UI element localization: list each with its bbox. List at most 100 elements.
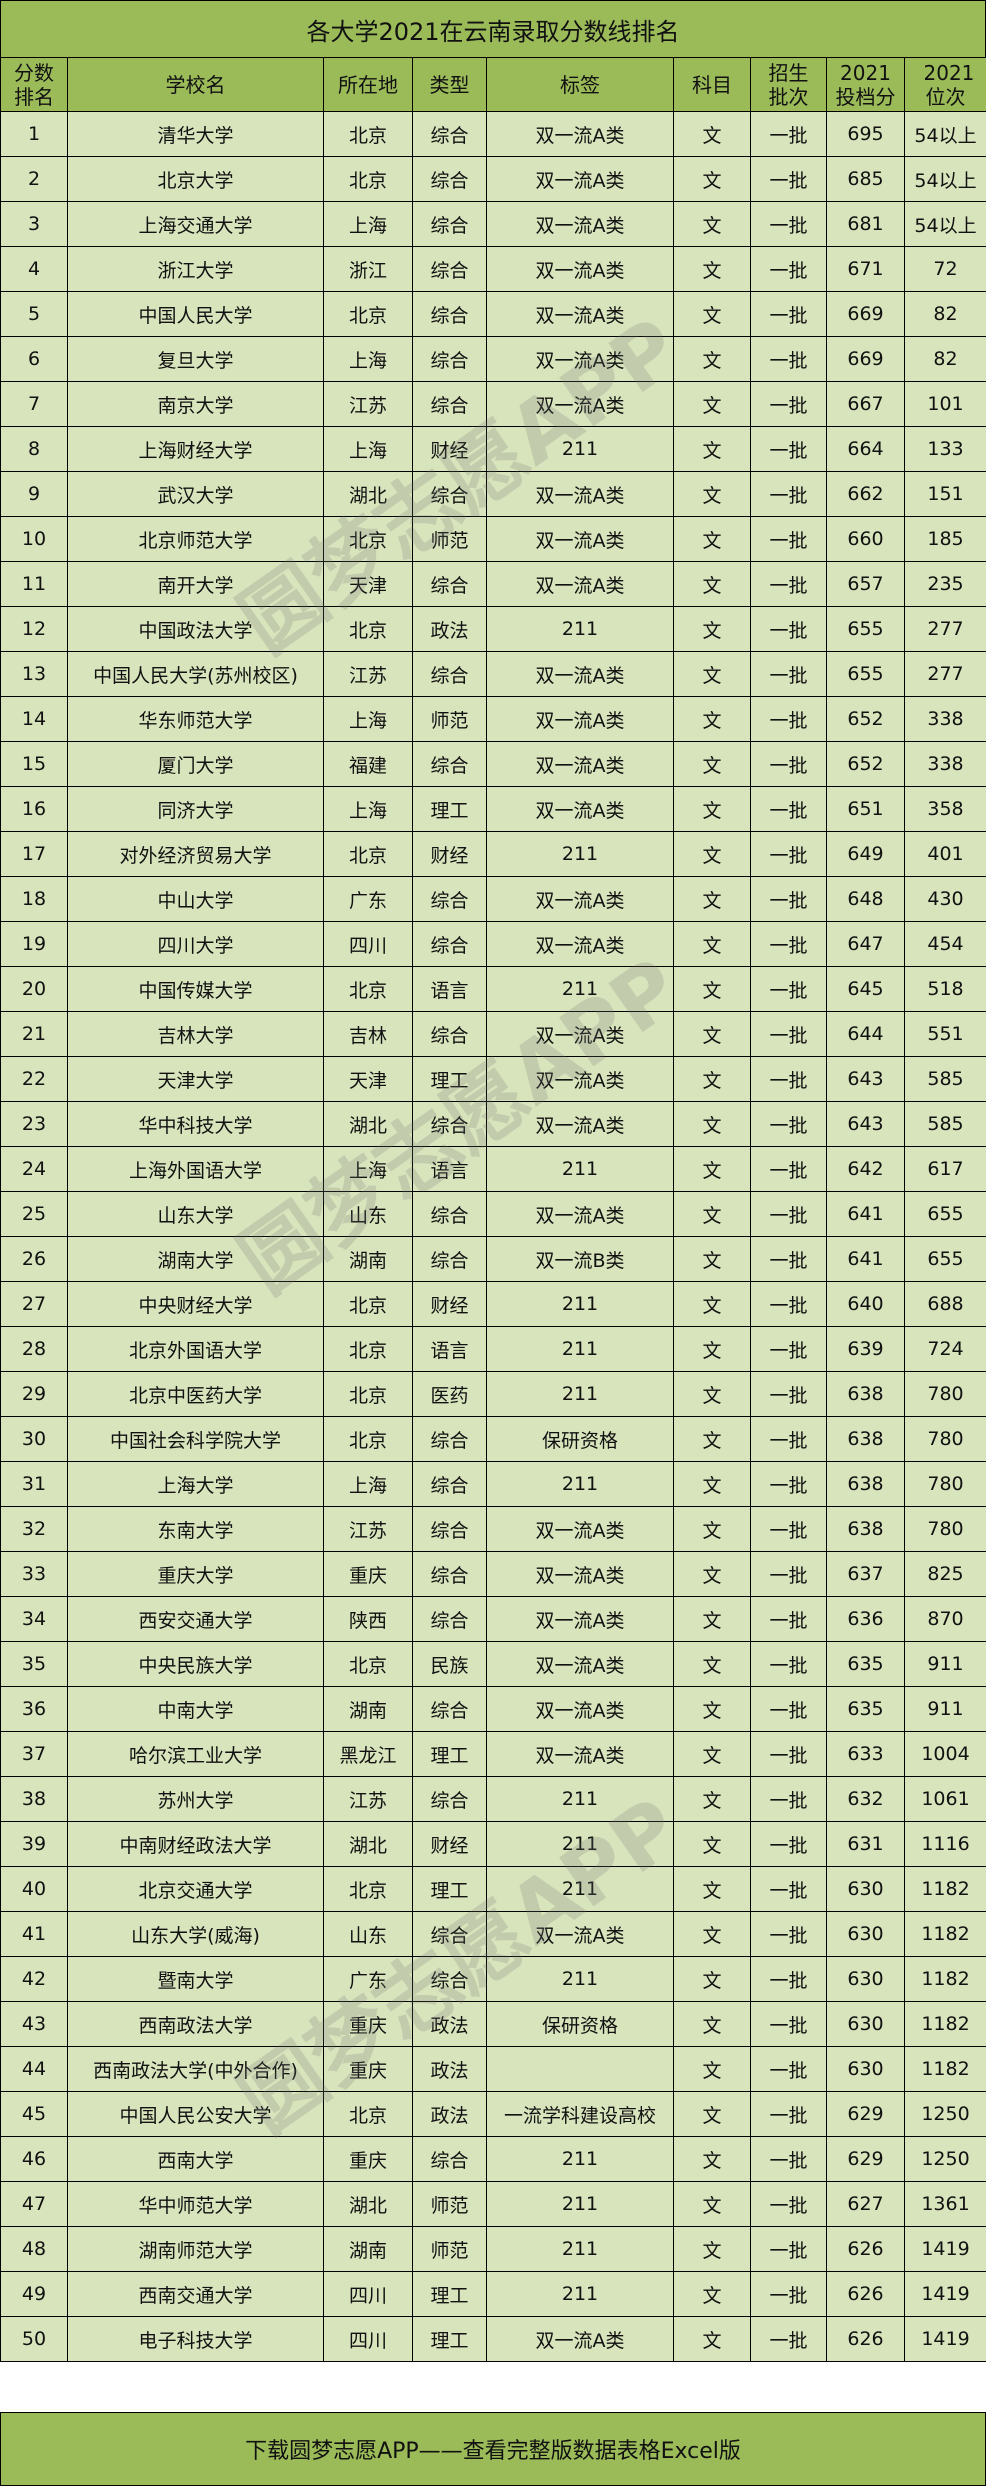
rank-cell: 24	[1, 1147, 68, 1192]
tag-cell: 211	[487, 1867, 674, 1912]
subject-cell: 文	[674, 787, 751, 832]
header-location: 所在地	[324, 58, 413, 112]
school-cell: 清华大学	[68, 112, 324, 157]
type-cell: 医药	[413, 1372, 487, 1417]
batch-cell: 一批	[751, 337, 827, 382]
school-cell: 上海外国语大学	[68, 1147, 324, 1192]
school-cell: 山东大学	[68, 1192, 324, 1237]
school-cell: 北京中医药大学	[68, 1372, 324, 1417]
batch-cell: 一批	[751, 1957, 827, 2002]
type-cell: 综合	[413, 157, 487, 202]
score-cell: 660	[827, 517, 905, 562]
position-cell: 1004	[905, 1732, 986, 1777]
position-cell: 430	[905, 877, 986, 922]
score-cell: 652	[827, 742, 905, 787]
subject-cell: 文	[674, 1147, 751, 1192]
batch-cell: 一批	[751, 787, 827, 832]
batch-cell: 一批	[751, 472, 827, 517]
position-cell: 82	[905, 292, 986, 337]
tag-cell: 211	[487, 2137, 674, 2182]
position-cell: 780	[905, 1417, 986, 1462]
school-cell: 重庆大学	[68, 1552, 324, 1597]
batch-cell: 一批	[751, 697, 827, 742]
rank-cell: 47	[1, 2182, 68, 2227]
position-cell: 338	[905, 742, 986, 787]
location-cell: 上海	[324, 427, 413, 472]
score-cell: 681	[827, 202, 905, 247]
batch-cell: 一批	[751, 832, 827, 877]
type-cell: 综合	[413, 1237, 487, 1282]
tag-cell: 双一流A类	[487, 742, 674, 787]
rank-cell: 23	[1, 1102, 68, 1147]
batch-cell: 一批	[751, 2317, 827, 2362]
rank-cell: 45	[1, 2092, 68, 2137]
batch-cell: 一批	[751, 562, 827, 607]
type-cell: 综合	[413, 472, 487, 517]
tag-cell: 保研资格	[487, 2002, 674, 2047]
position-cell: 358	[905, 787, 986, 832]
batch-cell: 一批	[751, 382, 827, 427]
subject-cell: 文	[674, 2317, 751, 2362]
subject-cell: 文	[674, 1642, 751, 1687]
tag-cell: 双一流A类	[487, 1057, 674, 1102]
subject-cell: 文	[674, 1597, 751, 1642]
school-cell: 哈尔滨工业大学	[68, 1732, 324, 1777]
tag-cell: 双一流A类	[487, 1192, 674, 1237]
rank-cell: 13	[1, 652, 68, 697]
tag-cell: 211	[487, 1822, 674, 1867]
location-cell: 北京	[324, 157, 413, 202]
location-cell: 黑龙江	[324, 1732, 413, 1777]
subject-cell: 文	[674, 1372, 751, 1417]
location-cell: 浙江	[324, 247, 413, 292]
position-cell: 655	[905, 1192, 986, 1237]
batch-cell: 一批	[751, 2272, 827, 2317]
tag-cell: 双一流A类	[487, 292, 674, 337]
subject-cell: 文	[674, 1282, 751, 1327]
header-row: 分数排名 学校名 所在地 类型 标签 科目 招生批次 2021投档分 2021位…	[1, 58, 986, 112]
subject-cell: 文	[674, 2182, 751, 2227]
rank-cell: 44	[1, 2047, 68, 2092]
school-cell: 山东大学(威海)	[68, 1912, 324, 1957]
school-cell: 湖南大学	[68, 1237, 324, 1282]
rank-cell: 14	[1, 697, 68, 742]
subject-cell: 文	[674, 157, 751, 202]
tag-cell: 211	[487, 1957, 674, 2002]
batch-cell: 一批	[751, 1777, 827, 1822]
school-cell: 中国人民公安大学	[68, 2092, 324, 2137]
subject-cell: 文	[674, 2137, 751, 2182]
batch-cell: 一批	[751, 1282, 827, 1327]
location-cell: 广东	[324, 877, 413, 922]
type-cell: 师范	[413, 697, 487, 742]
type-cell: 综合	[413, 112, 487, 157]
type-cell: 语言	[413, 967, 487, 1012]
rank-cell: 49	[1, 2272, 68, 2317]
batch-cell: 一批	[751, 292, 827, 337]
rank-cell: 7	[1, 382, 68, 427]
school-cell: 西南政法大学	[68, 2002, 324, 2047]
table-title: 各大学2021在云南录取分数线排名	[0, 0, 986, 58]
position-cell: 1061	[905, 1777, 986, 1822]
header-position: 2021位次	[905, 58, 986, 112]
batch-cell: 一批	[751, 1417, 827, 1462]
location-cell: 北京	[324, 1372, 413, 1417]
type-cell: 理工	[413, 787, 487, 832]
location-cell: 北京	[324, 1417, 413, 1462]
rank-cell: 28	[1, 1327, 68, 1372]
score-cell: 642	[827, 1147, 905, 1192]
rank-cell: 41	[1, 1912, 68, 1957]
rank-cell: 39	[1, 1822, 68, 1867]
location-cell: 湖北	[324, 2182, 413, 2227]
subject-cell: 文	[674, 1057, 751, 1102]
location-cell: 四川	[324, 2272, 413, 2317]
type-cell: 综合	[413, 652, 487, 697]
